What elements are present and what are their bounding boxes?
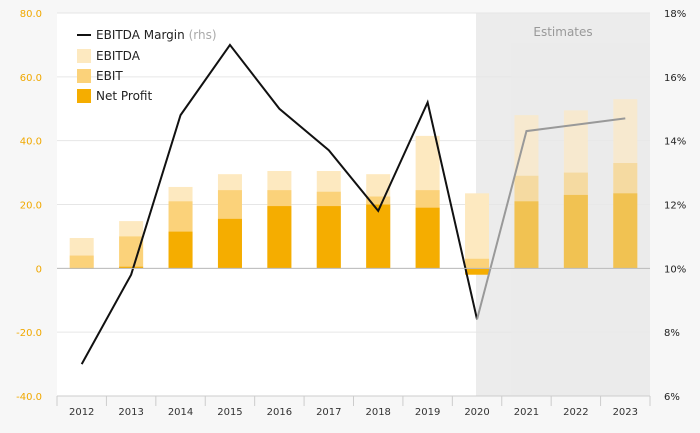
y-tick-right: 6%	[664, 392, 680, 403]
y-tick-right: 14%	[664, 137, 686, 148]
x-tick-label: 2016	[267, 407, 292, 418]
x-tick-label: 2014	[168, 407, 193, 418]
bar-ebitda	[465, 193, 490, 269]
estimates-veil	[511, 43, 650, 396]
bar-ebit	[69, 255, 94, 269]
bar-ebit	[119, 236, 144, 269]
bar-net-profit	[168, 231, 193, 269]
y-tick-right: 10%	[664, 264, 686, 275]
margin-line	[80, 43, 626, 365]
x-axis: 2012 2013 2014 2015 2016 2017 2018 2019 2020 2021…	[56, 395, 651, 418]
bar-net-profit	[119, 266, 144, 269]
bar-net-profit	[267, 206, 292, 269]
x-tick-label: 2020	[464, 407, 489, 418]
bar-ebit	[465, 258, 490, 269]
bar-net-profit	[415, 207, 440, 269]
legend-label-ebitda: EBITDA	[96, 49, 141, 63]
legend-swatch-net-profit	[77, 89, 91, 103]
margin-line-actual	[80, 43, 479, 365]
x-tick-label: 2021	[514, 407, 539, 418]
y-axis-right: 18% 16% 14% 12% 10% 8% 6%	[664, 9, 686, 403]
y-axis-left: 80.0 60.0 40.0 20.0 0 -20.0 -40.0	[16, 9, 42, 403]
legend-label-net-profit: Net Profit	[96, 89, 152, 103]
margin-line-estimate	[476, 117, 626, 320]
y-tick-left: 60.0	[20, 73, 42, 84]
bars	[69, 43, 650, 396]
legend-swatch-ebitda	[77, 49, 91, 63]
legend-swatch-ebit	[77, 69, 91, 83]
bar-net-profit	[613, 193, 638, 269]
y-tick-left: 20.0	[20, 201, 42, 212]
bar-net-profit	[563, 194, 588, 269]
x-tick-label: 2015	[217, 407, 242, 418]
y-tick-left: -40.0	[16, 392, 42, 403]
x-tick-label: 2023	[613, 407, 638, 418]
bar-net-profit	[316, 206, 341, 269]
y-tick-left: 80.0	[20, 9, 42, 20]
legend: EBITDA Margin (rhs) EBITDA EBIT Net Prof…	[77, 28, 217, 103]
y-tick-right: 8%	[664, 328, 680, 339]
y-tick-right: 12%	[664, 201, 686, 212]
bar-net-profit	[514, 201, 539, 269]
y-tick-right: 18%	[664, 9, 686, 20]
x-tick-label: 2022	[563, 407, 588, 418]
x-tick-label: 2013	[118, 407, 143, 418]
y-tick-right: 16%	[664, 73, 686, 84]
legend-label-ebitda-margin: EBITDA Margin (rhs)	[96, 28, 217, 42]
y-tick-left: 0	[36, 264, 42, 275]
x-tick-label: 2012	[69, 407, 94, 418]
x-tick-label: 2019	[415, 407, 440, 418]
bar-net-profit	[217, 218, 242, 269]
y-tick-left: -20.0	[16, 328, 42, 339]
x-tick-label: 2018	[365, 407, 390, 418]
y-tick-left: 40.0	[20, 137, 42, 148]
bar-net-profit	[366, 204, 391, 269]
x-tick-label: 2017	[316, 407, 341, 418]
estimates-label: Estimates	[533, 25, 592, 39]
legend-label-ebit: EBIT	[96, 69, 123, 83]
bar-net-profit	[465, 268, 490, 275]
